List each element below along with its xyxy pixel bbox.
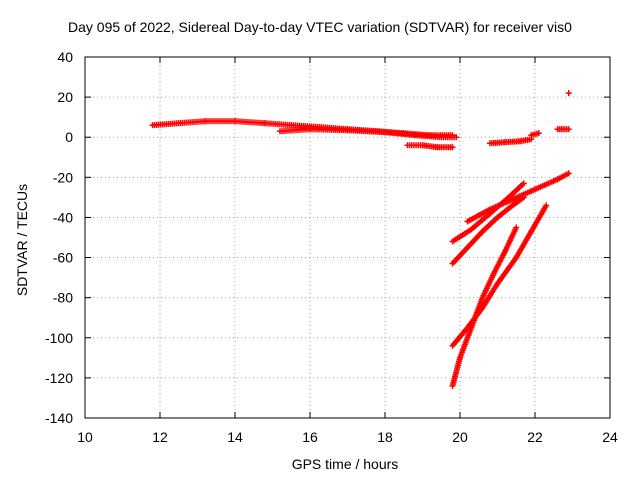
data-point xyxy=(520,180,527,187)
y-tick-label: -140 xyxy=(45,410,73,426)
x-axis-label: GPS time / hours xyxy=(291,456,399,472)
data-point xyxy=(513,224,520,231)
y-tick-label: 0 xyxy=(65,129,73,145)
x-tick-label: 12 xyxy=(152,429,168,445)
x-tick-label: 20 xyxy=(452,429,468,445)
y-tick-label: 40 xyxy=(57,49,73,65)
data-point xyxy=(565,126,572,133)
data-point xyxy=(535,130,542,137)
data-point xyxy=(543,202,550,209)
data-point xyxy=(453,134,460,141)
data-point xyxy=(565,170,572,177)
x-tick-label: 16 xyxy=(302,429,318,445)
data-point xyxy=(565,90,572,97)
y-tick-label: -60 xyxy=(53,250,73,266)
x-tick-label: 24 xyxy=(602,429,618,445)
y-tick-label: -80 xyxy=(53,290,73,306)
x-tick-label: 22 xyxy=(527,429,543,445)
chart-title: Day 095 of 2022, Sidereal Day-to-day VTE… xyxy=(68,19,572,35)
data-points xyxy=(149,90,572,389)
data-point xyxy=(449,144,456,151)
x-tick-label: 10 xyxy=(77,429,93,445)
x-tick-label: 14 xyxy=(227,429,243,445)
axis-ticks: 10 12 14 16 18 20 22 24 -140 -120 -100 -80 -60 -40 -20… xyxy=(45,49,618,445)
plot-frame xyxy=(84,56,611,419)
y-tick-label: -40 xyxy=(53,209,73,225)
x-tick-label: 18 xyxy=(377,429,393,445)
y-tick-label: -20 xyxy=(53,169,73,185)
y-tick-label: -120 xyxy=(45,370,73,386)
y-tick-label: -100 xyxy=(45,330,73,346)
data-point xyxy=(520,194,527,201)
y-tick-label: 20 xyxy=(57,89,73,105)
y-axis-label: SDTVAR / TECUs xyxy=(14,183,30,297)
grid-lines xyxy=(85,57,610,418)
